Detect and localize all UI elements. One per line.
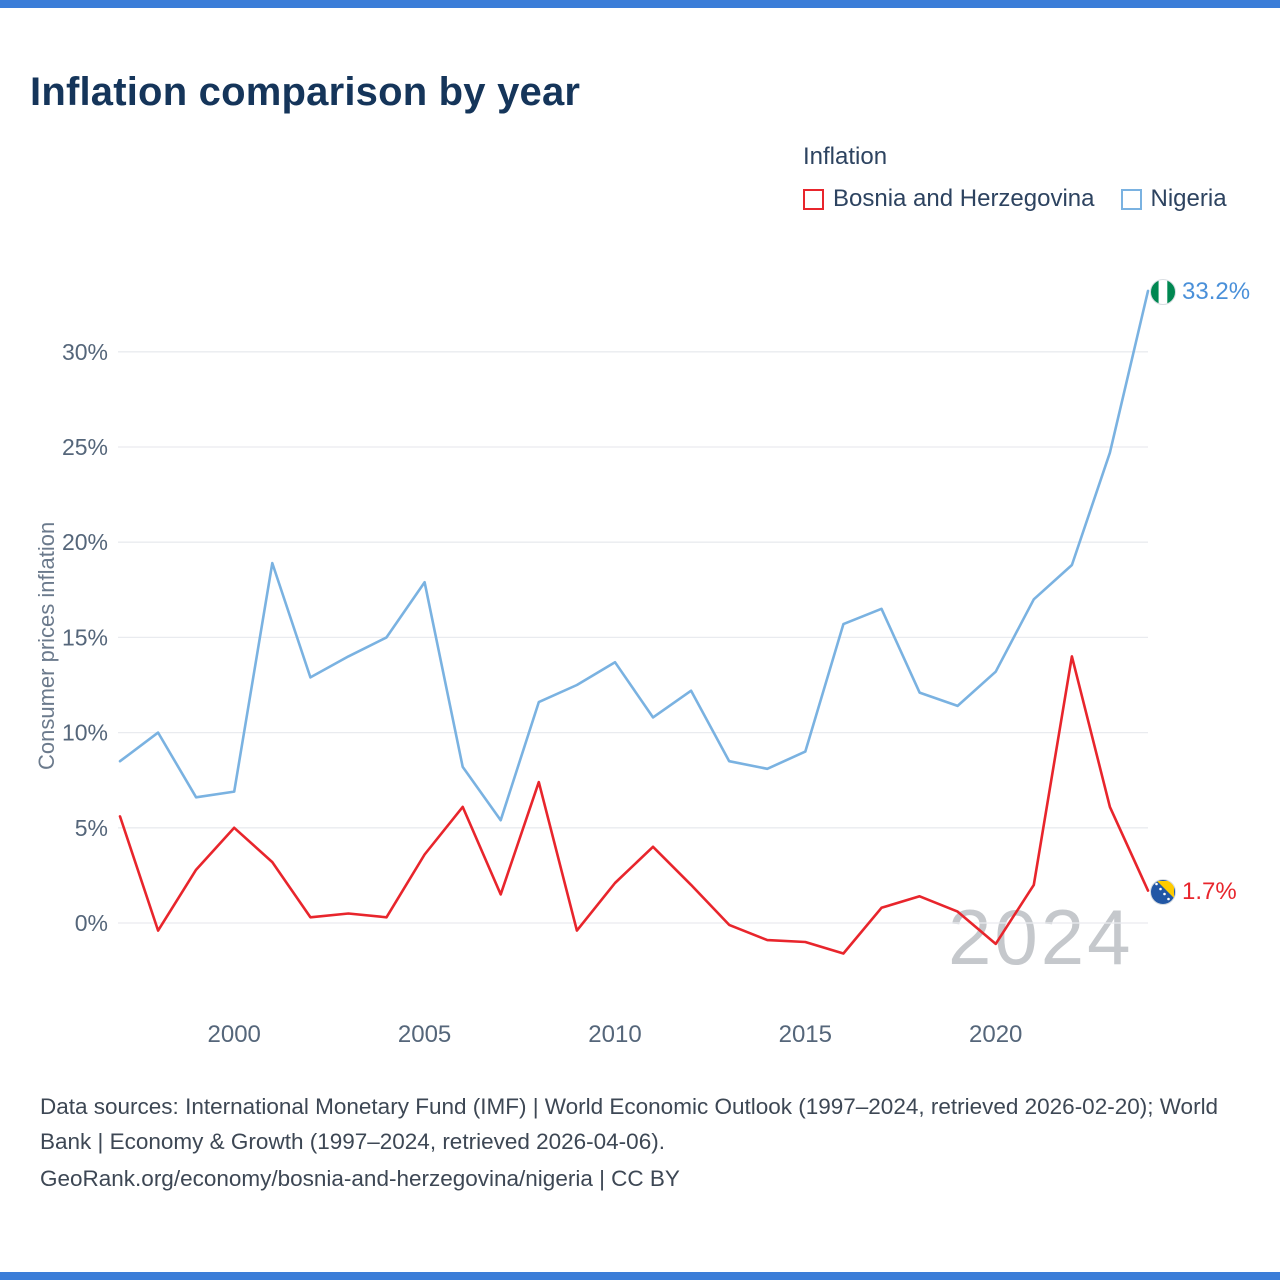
legend-items: Bosnia and Herzegovina Nigeria bbox=[803, 185, 1227, 213]
nigeria-flag-icon bbox=[1150, 279, 1176, 305]
nigeria-end-value: 33.2% bbox=[1182, 278, 1251, 305]
svg-text:5%: 5% bbox=[75, 815, 108, 841]
bosnia-flag-icon bbox=[1150, 879, 1176, 905]
watermark-year: 2024 bbox=[948, 893, 1134, 981]
svg-text:2015: 2015 bbox=[779, 1021, 832, 1048]
data-sources-text: Data sources: International Monetary Fun… bbox=[40, 1094, 1219, 1154]
svg-text:25%: 25% bbox=[62, 434, 108, 460]
svg-text:2005: 2005 bbox=[398, 1021, 451, 1048]
legend-label-bosnia: Bosnia and Herzegovina bbox=[833, 185, 1095, 212]
bottom-accent-bar bbox=[0, 1272, 1280, 1280]
svg-text:2000: 2000 bbox=[208, 1021, 261, 1048]
top-accent-bar bbox=[0, 0, 1280, 8]
svg-text:2010: 2010 bbox=[588, 1021, 641, 1048]
page-title: Inflation comparison by year bbox=[30, 70, 581, 114]
legend-item-nigeria[interactable]: Nigeria bbox=[1120, 185, 1227, 213]
legend-label-nigeria: Nigeria bbox=[1150, 185, 1227, 212]
svg-text:0%: 0% bbox=[75, 910, 108, 936]
footer: Data sources: International Monetary Fun… bbox=[40, 1090, 1245, 1197]
legend-title: Inflation bbox=[803, 143, 888, 170]
nigeria-series-swatch-icon bbox=[1120, 188, 1142, 210]
attribution-text: GeoRank.org/economy/bosnia-and-herzegovi… bbox=[40, 1165, 680, 1191]
svg-text:10%: 10% bbox=[62, 720, 108, 746]
legend-item-bosnia[interactable]: Bosnia and Herzegovina bbox=[803, 185, 1095, 213]
nigeria-end-label: 33.2% bbox=[1150, 278, 1250, 306]
svg-text:15%: 15% bbox=[62, 624, 108, 650]
inflation-line-chart: 0% 5% 10% 15% 20% 25% 30% 2000 2005 2010 2015 2020 bbox=[62, 289, 1150, 1048]
chart-legend: Inflation Bosnia and Herzegovina Nigeria bbox=[803, 143, 1227, 213]
svg-text:2020: 2020 bbox=[969, 1021, 1022, 1048]
bosnia-end-label: 1.7% bbox=[1150, 878, 1237, 906]
svg-text:30%: 30% bbox=[62, 339, 108, 365]
bosnia-series-swatch-icon bbox=[803, 188, 824, 210]
svg-text:20%: 20% bbox=[62, 529, 108, 555]
bosnia-end-value: 1.7% bbox=[1182, 878, 1237, 905]
